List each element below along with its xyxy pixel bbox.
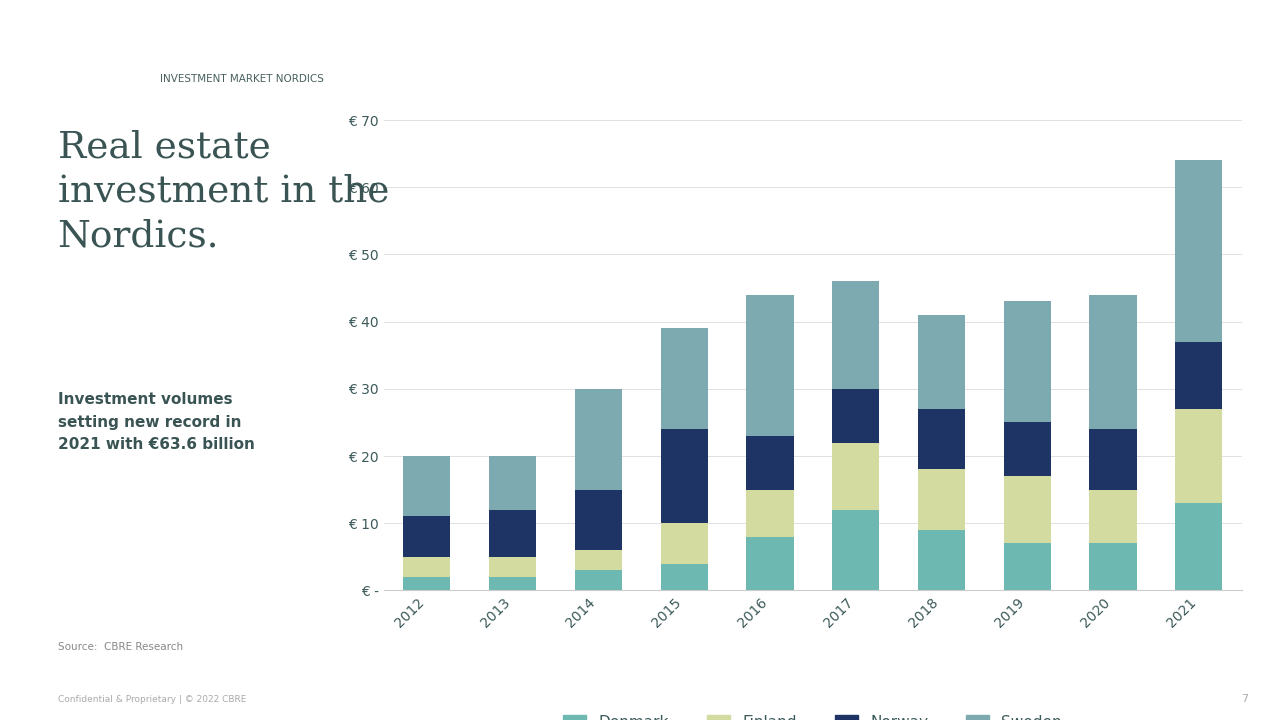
Bar (832, 510, 879, 590)
Text: Source:  CBRE Research: Source: CBRE Research (58, 642, 183, 652)
Bar (918, 315, 965, 409)
Bar (1004, 302, 1051, 423)
Bar (1089, 544, 1137, 590)
Text: Confidential & Proprietary | © 2022 CBRE: Confidential & Proprietary | © 2022 CBRE (58, 696, 246, 704)
Bar (403, 456, 451, 516)
Bar (832, 443, 879, 510)
Text: INVESTMENT MARKET NORDICS: INVESTMENT MARKET NORDICS (160, 74, 324, 84)
Bar (746, 294, 794, 436)
Bar (575, 490, 622, 550)
Bar (832, 389, 879, 443)
Text: Real estate
investment in the
Nordics.: Real estate investment in the Nordics. (58, 130, 389, 254)
Bar (746, 490, 794, 536)
Bar (918, 530, 965, 590)
Bar (1004, 423, 1051, 476)
Bar (1175, 409, 1222, 503)
Bar (918, 409, 965, 469)
Bar (1089, 294, 1137, 429)
Text: Investment volumes
setting new record in
2021 with €63.6 billion: Investment volumes setting new record in… (58, 392, 255, 452)
Bar (660, 429, 708, 523)
Bar (489, 456, 536, 510)
Bar (489, 557, 536, 577)
Bar (489, 577, 536, 590)
Bar (1175, 161, 1222, 342)
Bar (660, 523, 708, 564)
Bar (660, 564, 708, 590)
Bar (660, 328, 708, 429)
Bar (746, 436, 794, 490)
Bar (403, 557, 451, 577)
Bar (832, 282, 879, 389)
Bar (1175, 503, 1222, 590)
Bar (575, 550, 622, 570)
Bar (1175, 342, 1222, 409)
Bar (918, 469, 965, 530)
Bar (1004, 544, 1051, 590)
Bar (575, 389, 622, 490)
Bar (403, 577, 451, 590)
Bar (1004, 476, 1051, 544)
Bar (746, 536, 794, 590)
Legend: Denmark, Finland, Norway, Sweden: Denmark, Finland, Norway, Sweden (557, 709, 1069, 720)
Bar (1089, 490, 1137, 544)
Bar (403, 516, 451, 557)
Bar (1089, 429, 1137, 490)
Bar (575, 570, 622, 590)
Bar (489, 510, 536, 557)
Text: 7: 7 (1240, 694, 1248, 704)
